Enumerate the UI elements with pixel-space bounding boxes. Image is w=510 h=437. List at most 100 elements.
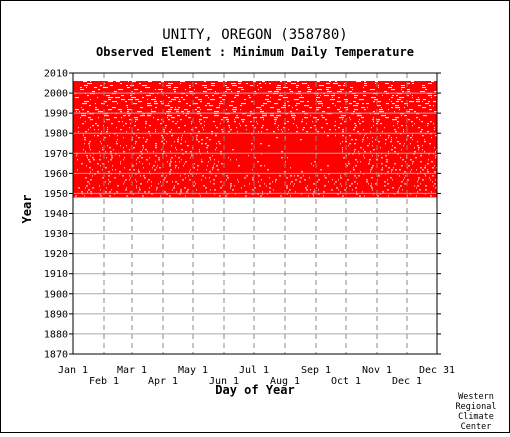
missing-data-gap [275,179,277,181]
missing-data-gap [180,83,181,85]
missing-data-gap [433,123,434,125]
missing-data-gap [352,189,353,191]
missing-data-gap [83,135,84,137]
missing-data-gap [85,187,86,189]
missing-data-gap [404,171,406,173]
missing-data-gap [147,113,152,115]
missing-data-gap [157,165,158,167]
missing-data-gap [106,131,108,133]
missing-data-gap [98,129,99,131]
missing-data-gap [335,129,336,131]
missing-data-gap [283,105,286,107]
missing-data-gap [380,123,382,125]
missing-data-gap [363,95,366,97]
missing-data-gap [391,97,393,99]
missing-data-gap [337,193,339,195]
missing-data-gap [409,109,413,111]
missing-data-gap [407,179,409,181]
missing-data-gap [171,145,172,147]
missing-data-gap [145,149,147,151]
tick-layer: 1870188018901900191019201930194019501960… [44,69,455,388]
missing-data-gap [197,165,199,167]
missing-data-gap [359,99,364,101]
missing-data-gap [207,103,210,105]
missing-data-gap [321,115,323,117]
missing-data-gap [234,97,236,99]
missing-data-gap [356,81,361,83]
missing-data-gap [100,133,102,135]
missing-data-gap [171,117,175,119]
missing-data-gap [148,131,150,133]
y-tick-label-1950: 1950 [44,189,68,200]
missing-data-gap [342,147,343,149]
missing-data-gap [362,139,364,141]
missing-data-gap [139,161,140,163]
missing-data-gap [326,89,329,91]
missing-data-gap [434,171,436,173]
missing-data-gap [215,133,217,135]
missing-data-gap [428,95,432,97]
missing-data-gap [263,119,264,121]
missing-data-gap [396,137,397,139]
missing-data-gap [180,191,182,193]
missing-data-gap [349,103,352,105]
missing-data-gap [313,117,317,119]
missing-data-gap [259,185,261,187]
missing-data-gap [411,81,414,83]
missing-data-gap [304,179,306,181]
missing-data-gap [432,167,434,169]
missing-data-gap [185,195,186,197]
missing-data-gap [276,89,281,91]
missing-data-gap [75,195,77,197]
missing-data-gap [230,185,232,187]
missing-data-gap [349,91,352,93]
missing-data-gap [363,129,364,131]
missing-data-gap [379,109,383,111]
missing-data-gap [375,139,376,141]
missing-data-gap [403,131,404,133]
missing-data-gap [261,153,262,155]
missing-data-gap [153,151,154,153]
missing-data-gap [100,155,101,157]
missing-data-gap [175,147,176,149]
missing-data-gap [380,193,381,195]
missing-data-gap [435,155,437,157]
missing-data-gap [149,125,151,127]
y-tick-label-1890: 1890 [44,309,68,320]
missing-data-gap [196,135,198,137]
missing-data-gap [116,143,118,145]
missing-data-gap [371,187,373,189]
missing-data-gap [155,131,156,133]
missing-data-gap [403,145,404,147]
missing-data-gap [425,165,426,167]
missing-data-gap [240,105,242,107]
missing-data-gap [409,101,414,103]
missing-data-gap [391,139,392,141]
missing-data-gap [126,105,128,107]
missing-data-gap [195,127,197,129]
missing-data-gap [195,97,198,99]
credit-line-4: Center [461,422,492,432]
missing-data-gap [378,85,379,87]
missing-data-gap [155,89,156,91]
missing-data-gap [324,175,325,177]
missing-data-gap [262,115,267,117]
missing-data-gap [353,105,358,107]
missing-data-gap [381,163,383,165]
x-tick-label-aug-1: Aug 1 [270,376,300,387]
missing-data-gap [87,191,88,193]
missing-data-gap [295,105,297,107]
missing-data-gap [417,145,419,147]
missing-data-gap [182,153,184,155]
missing-data-gap [339,117,344,119]
missing-data-gap [262,81,265,83]
missing-data-gap [346,109,348,111]
missing-data-gap [228,157,229,159]
missing-data-gap [116,141,117,143]
missing-data-gap [353,167,354,169]
missing-data-gap [428,159,429,161]
missing-data-gap [144,177,146,179]
missing-data-gap [369,159,371,161]
missing-data-gap [350,119,351,121]
